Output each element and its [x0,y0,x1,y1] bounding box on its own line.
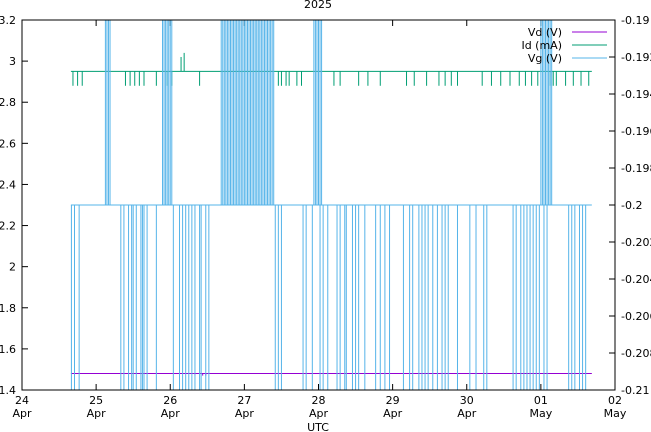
y-tick-label: 1.6 [0,343,16,356]
x-tick-label-day: 01 [534,394,548,407]
x-tick-label-day: 25 [89,394,103,407]
x-tick-label-month: Apr [457,407,477,420]
y-tick-label: 1.8 [0,302,16,315]
axis-labels: 1.4 1.6 1.8 2 2.2 2.4 2.6 2.8 3 3.2 -0.21 -0.208 -0.… [0,14,651,420]
x-tick-label-day: 30 [460,394,474,407]
x-tick-label-day: 24 [15,394,29,407]
y-tick-label: 2.2 [0,220,16,233]
legend-label: Vd (V) [528,26,562,39]
x-tick-label-month: Apr [309,407,329,420]
x-tick-label-month: Apr [87,407,107,420]
x-tick-label-month: May [604,407,627,420]
legend-label: Id (mA) [521,39,562,52]
y2-tick-label: -0.202 [621,236,651,249]
y2-tick-label: -0.206 [621,310,651,323]
plot-area [70,20,592,390]
x-tick-label-day: 27 [237,394,251,407]
x-tick-label-month: Apr [235,407,255,420]
x-tick-label-month: Apr [12,407,32,420]
x-tick-label-month: Apr [161,407,181,420]
y2-tick-label: -0.204 [621,273,651,286]
series-vg-v [70,20,592,390]
y2-tick-label: -0.194 [621,88,651,101]
plot-border [21,19,616,391]
chart-title: 2025 [304,0,332,11]
y2-tick-label: -0.198 [621,162,651,175]
y-tick-label: 3 [9,55,16,68]
x-axis-label: UTC [307,421,329,432]
y2-tick-label: -0.21 [621,384,649,397]
x-tick-label-day: 28 [312,394,326,407]
y-tick-label: 2.4 [0,178,16,191]
x-tick-label-day: 26 [163,394,177,407]
y-tick-label: 2.6 [0,137,16,150]
y-tick-label: 1.4 [0,384,16,397]
y2-tick-label: -0.19 [621,14,649,27]
y2-tick-label: -0.196 [621,125,651,138]
y2-tick-label: -0.208 [621,347,651,360]
y2-tick-label: -0.2 [621,199,642,212]
x-tick-label-day: 29 [386,394,400,407]
x-tick-label-month: May [530,407,553,420]
y2-tick-label: -0.192 [621,51,651,64]
y-tick-label: 2.8 [0,96,16,109]
y-tick-label: 2 [9,261,16,274]
y-tick-label: 3.2 [0,14,16,27]
legend-label: Vg (V) [528,52,562,65]
legend: Vd (V)Id (mA)Vg (V) [521,26,607,65]
x-tick-label-day: 02 [608,394,622,407]
x-tick-label-month: Apr [383,407,403,420]
